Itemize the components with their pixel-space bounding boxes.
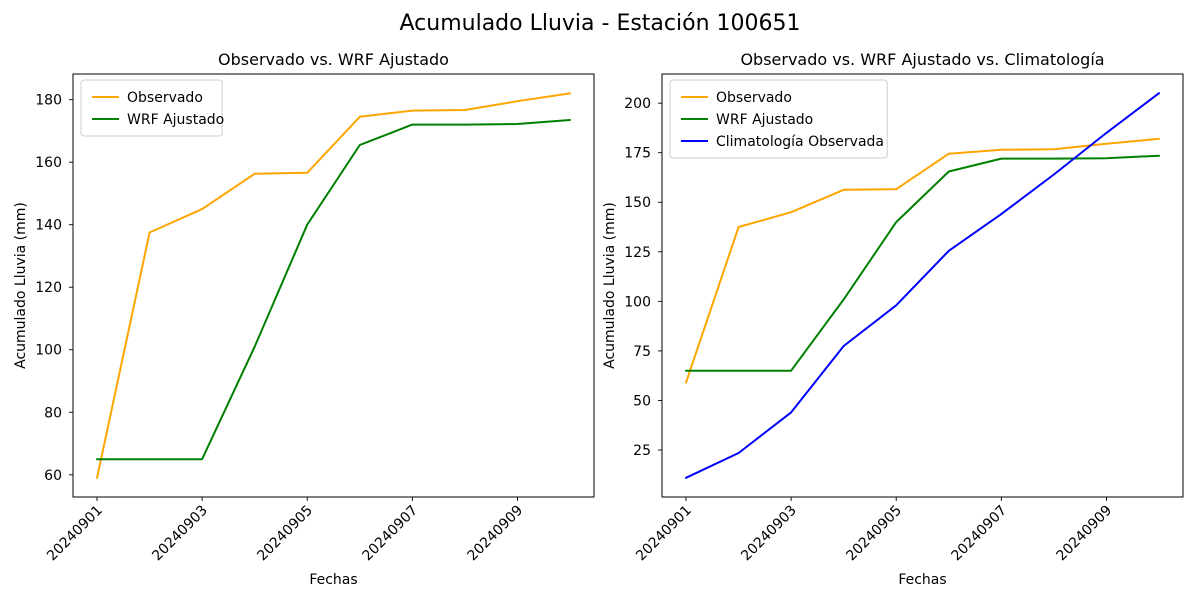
x-tick-label: 20240909: [465, 503, 527, 565]
x-tick-label: 20240903: [149, 503, 211, 565]
x-tick-label: 20240903: [738, 503, 800, 565]
x-tick-label: 20240901: [44, 503, 106, 565]
y-tick-label: 150: [624, 195, 651, 211]
subplot-title: Observado vs. WRF Ajustado: [218, 50, 449, 69]
subplot-observado-vs-wrf-ajustado-vs-climatologia: Observado vs. WRF Ajustado vs. Climatolo…: [602, 50, 1184, 588]
series-line-observado: [685, 137, 1160, 384]
y-tick-label: 180: [35, 93, 62, 109]
y-tick-label: 120: [35, 280, 62, 296]
subplot-title: Observado vs. WRF Ajustado vs. Climatolo…: [740, 50, 1104, 69]
y-tick-label: 60: [44, 468, 62, 484]
x-axis-label: Fechas: [309, 572, 357, 588]
x-tick-label: 20240901: [633, 503, 695, 565]
legend-item-observado: Observado: [681, 90, 792, 106]
legend: Observado WRF Ajustado: [80, 79, 224, 137]
legend-box: [669, 79, 888, 159]
y-tick-label: 100: [35, 343, 62, 359]
subplot-observado-vs-wrf-ajustado: Observado vs. WRF Ajustado Fechas Acumulad…: [13, 50, 595, 588]
y-tick-label: 100: [624, 294, 651, 310]
x-tick-label: 20240907: [948, 503, 1010, 565]
x-tick-label: 20240905: [843, 503, 905, 565]
legend-item-observado: Observado: [92, 90, 203, 106]
y-axis-label: Acumulado Lluvia (mm): [13, 202, 29, 369]
legend-label: Climatología Observada: [716, 134, 884, 150]
series-line-observado: [96, 92, 571, 479]
y-tick-label: 160: [35, 155, 62, 171]
series-line-wrf-ajustado: [96, 119, 571, 461]
x-tick-label: 20240907: [359, 503, 421, 565]
legend-label: WRF Ajustado: [716, 112, 813, 128]
y-tick-label: 125: [624, 245, 651, 261]
legend-label: Observado: [716, 90, 792, 106]
y-tick-label: 200: [624, 96, 651, 112]
y-tick-label: 80: [44, 405, 62, 421]
legend-box: [80, 79, 223, 137]
series-line-climatologia-observada: [685, 92, 1160, 479]
series-line-wrf-ajustado: [685, 154, 1160, 372]
y-axis-label: Acumulado Lluvia (mm): [602, 202, 618, 369]
plot-border: [661, 73, 1184, 498]
legend: Observado WRF Ajustado Climatología Observ…: [669, 79, 888, 159]
x-tick-label: 20240905: [254, 503, 316, 565]
y-tick-label: 75: [633, 344, 651, 360]
y-tick-label: 25: [633, 443, 651, 459]
legend-label: Observado: [127, 90, 203, 106]
y-tick-label: 50: [633, 393, 651, 409]
x-tick-label: 20240909: [1054, 503, 1116, 565]
legend-item-climatologia-observada: Climatología Observada: [681, 134, 884, 150]
x-axis-label: Fechas: [898, 572, 946, 588]
plot-border: [72, 73, 595, 498]
figure-title: Acumulado Lluvia - Estación 100651: [399, 11, 801, 36]
y-tick-label: 140: [35, 218, 62, 234]
legend-label: WRF Ajustado: [127, 112, 224, 128]
y-tick-label: 175: [624, 146, 651, 162]
legend-item-wrf-ajustado: WRF Ajustado: [92, 112, 224, 128]
legend-item-wrf-ajustado: WRF Ajustado: [681, 112, 813, 128]
